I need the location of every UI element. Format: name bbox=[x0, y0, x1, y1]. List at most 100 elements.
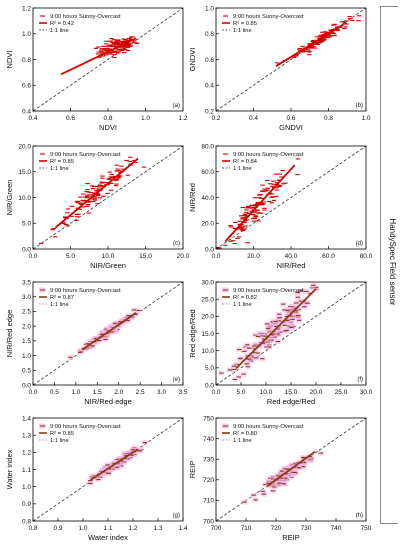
x-tick-label: 60.0 bbox=[322, 253, 335, 260]
side-label: HandySpec Field sensor bbox=[388, 218, 397, 306]
y-tick-label: 1.3 bbox=[22, 432, 31, 439]
y-axis-label: Red edge/Red bbox=[188, 309, 197, 357]
y-tick-label: 5.0 bbox=[205, 365, 214, 372]
y-tick-label: 0.6 bbox=[22, 83, 31, 90]
x-tick-label: 1.5 bbox=[93, 389, 102, 396]
x-tick-label: 0.6 bbox=[66, 115, 75, 122]
y-tick-label: 1.1 bbox=[22, 467, 31, 474]
y-axis-label: Water index bbox=[5, 449, 14, 489]
x-axis-label: Red edge/Red bbox=[267, 397, 315, 406]
y-tick-label: 15.0 bbox=[201, 331, 214, 338]
x-tick-label: 1.1 bbox=[103, 525, 112, 532]
panel-label: (f) bbox=[357, 377, 363, 383]
legend-entry-one-to-one: 1:1 line bbox=[233, 438, 252, 444]
regression-line bbox=[81, 312, 137, 351]
x-tick-label: 1.0 bbox=[71, 389, 80, 396]
x-tick-label: 1.3 bbox=[153, 525, 162, 532]
x-tick-label: 0.0 bbox=[211, 389, 220, 396]
x-tick-label: 740 bbox=[331, 525, 342, 532]
x-axis-label: Water index bbox=[88, 533, 128, 542]
panel-label: (e) bbox=[173, 377, 180, 383]
x-tick-label: 2.0 bbox=[114, 389, 123, 396]
y-axis-label: NIR/Red edge bbox=[5, 310, 14, 358]
y-tick-label: 720 bbox=[203, 477, 214, 484]
legend-entry-one-to-one: 1:1 line bbox=[50, 302, 69, 308]
one-to-one-line bbox=[32, 145, 184, 250]
chart-panel-b: 0.2 0.4 0.6 0.8 1.0 0.2 0.4 0.6 0.8 1.0 GNDVI GNDVI… bbox=[188, 5, 371, 132]
x-tick-label: 730 bbox=[301, 525, 312, 532]
legend-entry-series: 9:00 hours Sunny-Overcast bbox=[50, 424, 121, 430]
y-tick-label: 0.8 bbox=[22, 518, 31, 525]
y-tick-label: 0.9 bbox=[22, 501, 31, 508]
legend-entry-series: 9:00 hours Sunny-Overcast bbox=[233, 14, 304, 20]
legend-entry-series: 9:00 hours Sunny-Overcast bbox=[233, 152, 304, 158]
panel-label: (c) bbox=[173, 241, 180, 247]
regression-line bbox=[235, 288, 317, 370]
y-tick-label: 1.0 bbox=[205, 5, 214, 12]
legend-entry-series: 9:00 hours Sunny-Overcast bbox=[233, 288, 304, 294]
chart-panel-h: 700 710 720 730 740 750 700 710 720 730 740 750 REIP… bbox=[188, 415, 372, 542]
regression-line bbox=[90, 448, 139, 481]
legend-entry-r2: R² = 0.85 bbox=[50, 431, 74, 437]
y-tick-label: 25.0 bbox=[201, 296, 214, 303]
scatter-points bbox=[241, 450, 324, 505]
x-tick-label: 1.0 bbox=[78, 525, 87, 532]
legend-entry-one-to-one: 1:1 line bbox=[50, 28, 69, 34]
y-tick-label: 0.8 bbox=[22, 57, 31, 64]
x-tick-label: 0.8 bbox=[28, 525, 37, 532]
chart-panel-a: 0.4 0.6 0.8 1.0 1.2 0.4 0.6 0.8 1.0 1.2 NDVI NDVI (a… bbox=[5, 5, 188, 132]
x-tick-label: 30.0 bbox=[360, 389, 373, 396]
x-tick-label: 40.0 bbox=[285, 253, 298, 260]
legend-entry-r2: R² = 0.82 bbox=[233, 295, 257, 301]
y-tick-label: 0.0 bbox=[205, 246, 214, 253]
y-tick-label: 1.5 bbox=[22, 338, 31, 345]
regression-line bbox=[60, 37, 137, 76]
y-tick-label: 1.0 bbox=[22, 353, 31, 360]
x-tick-label: 1.4 bbox=[178, 525, 187, 532]
y-tick-label: 10.0 bbox=[18, 195, 31, 202]
legend-entry-series: 9:00 hours Sunny-Overcast bbox=[50, 288, 121, 294]
x-tick-label: 0.0 bbox=[28, 389, 37, 396]
legend-entry-one-to-one: 1:1 line bbox=[50, 438, 69, 444]
chart-panel-f: 0.0 5.0 10.0 15.0 20.0 25.0 30.0 0.0 5.0 10.0 15.0… bbox=[188, 279, 373, 406]
y-axis-label: REIP bbox=[188, 461, 197, 479]
x-axis-label: NDVI bbox=[99, 123, 117, 132]
y-tick-label: 0.8 bbox=[205, 31, 214, 38]
side-bracket bbox=[380, 6, 398, 524]
x-tick-label: 710 bbox=[241, 525, 252, 532]
legend-entry-r2: R² = 0.85 bbox=[50, 159, 74, 165]
y-tick-label: 1.2 bbox=[22, 450, 31, 457]
plot-frame bbox=[215, 417, 367, 522]
one-to-one-line bbox=[32, 7, 184, 112]
y-tick-label: 1.2 bbox=[22, 5, 31, 12]
y-tick-label: 740 bbox=[203, 436, 214, 443]
y-tick-label: 750 bbox=[203, 415, 214, 422]
y-tick-label: 0.0 bbox=[22, 246, 31, 253]
x-tick-label: 0.0 bbox=[28, 253, 37, 260]
x-tick-label: 0.4 bbox=[28, 115, 37, 122]
x-axis-label: NIR/Green bbox=[90, 261, 126, 270]
x-tick-label: 20.0 bbox=[177, 253, 190, 260]
x-tick-label: 5.0 bbox=[66, 253, 75, 260]
legend-entry-r2: R² = 0.80 bbox=[233, 431, 257, 437]
legend-entry-r2: R² = 0.84 bbox=[233, 159, 258, 165]
x-tick-label: 0.9 bbox=[53, 525, 62, 532]
regression-line bbox=[224, 164, 296, 242]
x-tick-label: 10.0 bbox=[260, 389, 273, 396]
x-tick-label: 1.0 bbox=[361, 115, 370, 122]
y-tick-label: 2.5 bbox=[22, 309, 31, 316]
chart-panel-g: 0.8 0.9 1.0 1.1 1.2 1.3 1.4 0.8 0.9 1.0 1.1 1.2 1.3 1… bbox=[5, 415, 188, 542]
x-tick-label: 700 bbox=[211, 525, 222, 532]
x-tick-label: 0.5 bbox=[50, 389, 59, 396]
chart-panel-e: 0.0 0.5 1.0 1.5 2.0 2.5 3.0 3.5 0.0 0.5 1.0 1.5 2.0 2… bbox=[5, 279, 188, 406]
y-tick-label: 15.0 bbox=[18, 169, 31, 176]
x-tick-label: 0.0 bbox=[211, 253, 220, 260]
regression-line bbox=[54, 157, 139, 229]
legend-entry-one-to-one: 1:1 line bbox=[50, 166, 69, 172]
